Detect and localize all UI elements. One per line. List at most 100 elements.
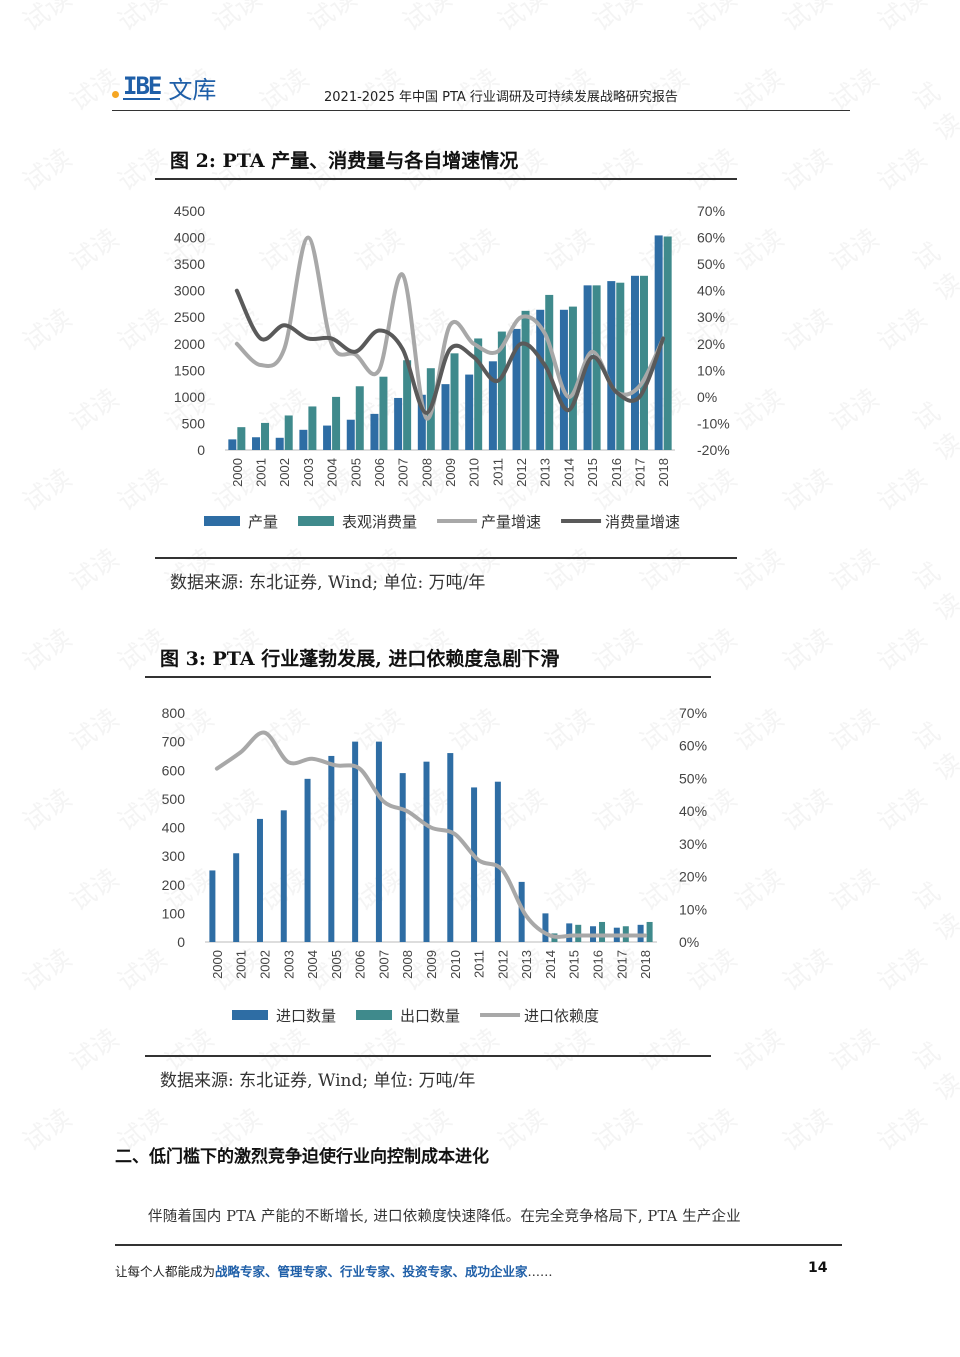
footer-highlight: 战略专家、管理专家、行业专家、投资专家、成功企业家 [215,1264,528,1279]
watermark-text: 试读 [207,0,268,38]
watermark-text: 试读 [302,783,363,838]
legend-swatch [298,516,335,526]
watermark-text: 试读 [349,223,410,278]
watermark-text: 试读 [824,223,885,278]
x-tick-label: 2004 [305,950,320,979]
watermark-text: 试读 [112,0,173,38]
bar-进口数量 [423,761,430,942]
watermark-text: 试读 [539,1023,600,1078]
watermark-text: 试读 [872,143,933,198]
bar-出口数量 [622,926,629,942]
logo-text: 文库 [168,75,217,104]
report-title: 2021-2025 年中国 PTA 行业调研及可持续发展战略研究报告 [324,90,678,105]
bar-表观消费量 [568,306,577,450]
watermark-text: 试读 [64,383,125,438]
bar-表观消费量 [403,360,412,450]
watermark-text: 试读 [587,1103,648,1158]
bar-产量 [630,275,639,450]
x-tick-label: 2005 [329,950,344,979]
watermark-text: 试读 [729,543,790,598]
y-right-tick-label: 30% [679,836,707,852]
y-right-tick-label: -10% [697,415,730,431]
watermark-text: 试读 [824,863,885,918]
watermark-text: 试读 [112,943,173,998]
bar-进口数量 [280,810,287,942]
x-tick-label: 2016 [609,458,624,487]
bar-表观消费量 [261,422,270,450]
bar-产量 [583,285,592,450]
watermark-text: 试读 [302,943,363,998]
watermark-text: 试读 [634,383,695,438]
y-left-tick-label: 500 [182,415,206,431]
body-paragraph: 伴随着国内 PTA 产能的不断增长, 进口依赖度快速降低。在完全竞争格局下, P… [148,1209,741,1225]
watermark-text: 试读 [444,383,505,438]
watermark-text: 试读 [634,1023,695,1078]
bar-产量 [299,429,308,450]
y-left-tick-label: 4000 [174,230,205,246]
watermark-text: 试读 [587,943,648,998]
x-tick-label: 2013 [519,950,534,979]
bar-进口数量 [471,787,478,942]
bar-进口数量 [399,773,406,942]
bar-产量 [323,425,332,450]
y-left-tick-label: 100 [162,905,186,921]
x-tick-label: 2000 [230,458,245,487]
bar-产量 [346,419,355,450]
watermark-text: 试读 [492,1103,553,1158]
bar-进口数量 [209,870,216,942]
watermark-text: 试读 [872,0,933,38]
watermark-text: 试读 [17,623,78,678]
x-tick-label: 2010 [448,950,463,979]
bar-进口数量 [566,923,573,942]
watermark-text: 试读 [907,877,960,948]
figure3-title: 图 3: PTA 行业蓬勃发展, 进口依赖度急剧下滑 [160,648,560,670]
x-tick-label: 2016 [591,950,606,979]
y-left-tick-label: 3500 [174,256,205,272]
legend-label: 表观消费量 [342,513,417,531]
watermark-text: 试读 [159,863,220,918]
bar-表观消费量 [545,294,554,450]
watermark-text: 试读 [17,0,78,38]
bar-表观消费量 [355,386,364,450]
bar-产量 [417,394,426,450]
y-right-tick-label: 20% [679,869,707,885]
y-left-tick-label: 200 [162,877,186,893]
legend-label: 产量 [248,513,278,531]
bar-表观消费量 [521,310,530,450]
watermark-text: 试读 [444,223,505,278]
x-tick-label: 2009 [424,950,439,979]
x-tick-label: 2011 [472,950,487,978]
legend-swatch [356,1010,393,1020]
watermark-text: 试读 [112,463,173,518]
x-tick-label: 2005 [348,458,363,487]
watermark-text: 试读 [587,463,648,518]
watermark-text: 试读 [634,223,695,278]
watermark-text: 试读 [64,863,125,918]
watermark-text: 试读 [872,783,933,838]
bar-表观消费量 [450,353,459,450]
line-消费量增速 [234,288,666,415]
watermark-text: 试读 [17,943,78,998]
y-left-tick-label: 0 [197,442,205,458]
y-right-tick-label: 10% [679,901,707,917]
bar-进口数量 [375,741,382,942]
footer-slogan: 让每个人都能成为战略专家、管理专家、行业专家、投资专家、成功企业家…… [115,1261,553,1280]
legend-label: 消费量增速 [605,513,680,531]
bar-产量 [465,374,474,450]
bar-产量 [607,281,616,450]
y-right-tick-label: 0% [679,934,699,950]
watermark-text: 试读 [159,383,220,438]
page-header: IBE 文库 2021-2025 年中国 PTA 行业调研及可持续发展战略研究报… [112,62,850,111]
watermark-text: 试读 [777,303,838,358]
watermark-text: 试读 [492,463,553,518]
footer-prefix: 让每个人都能成为 [115,1264,216,1279]
watermark-text: 试读 [17,1103,78,1158]
bar-进口数量 [328,755,335,942]
y-left-tick-label: 1000 [174,389,205,405]
bar-进口数量 [304,778,311,942]
watermark-text: 试读 [777,783,838,838]
bar-产量 [228,439,237,450]
watermark-text: 试读 [907,1037,960,1108]
watermark-text: 试读 [17,303,78,358]
bar-进口数量 [447,753,454,942]
